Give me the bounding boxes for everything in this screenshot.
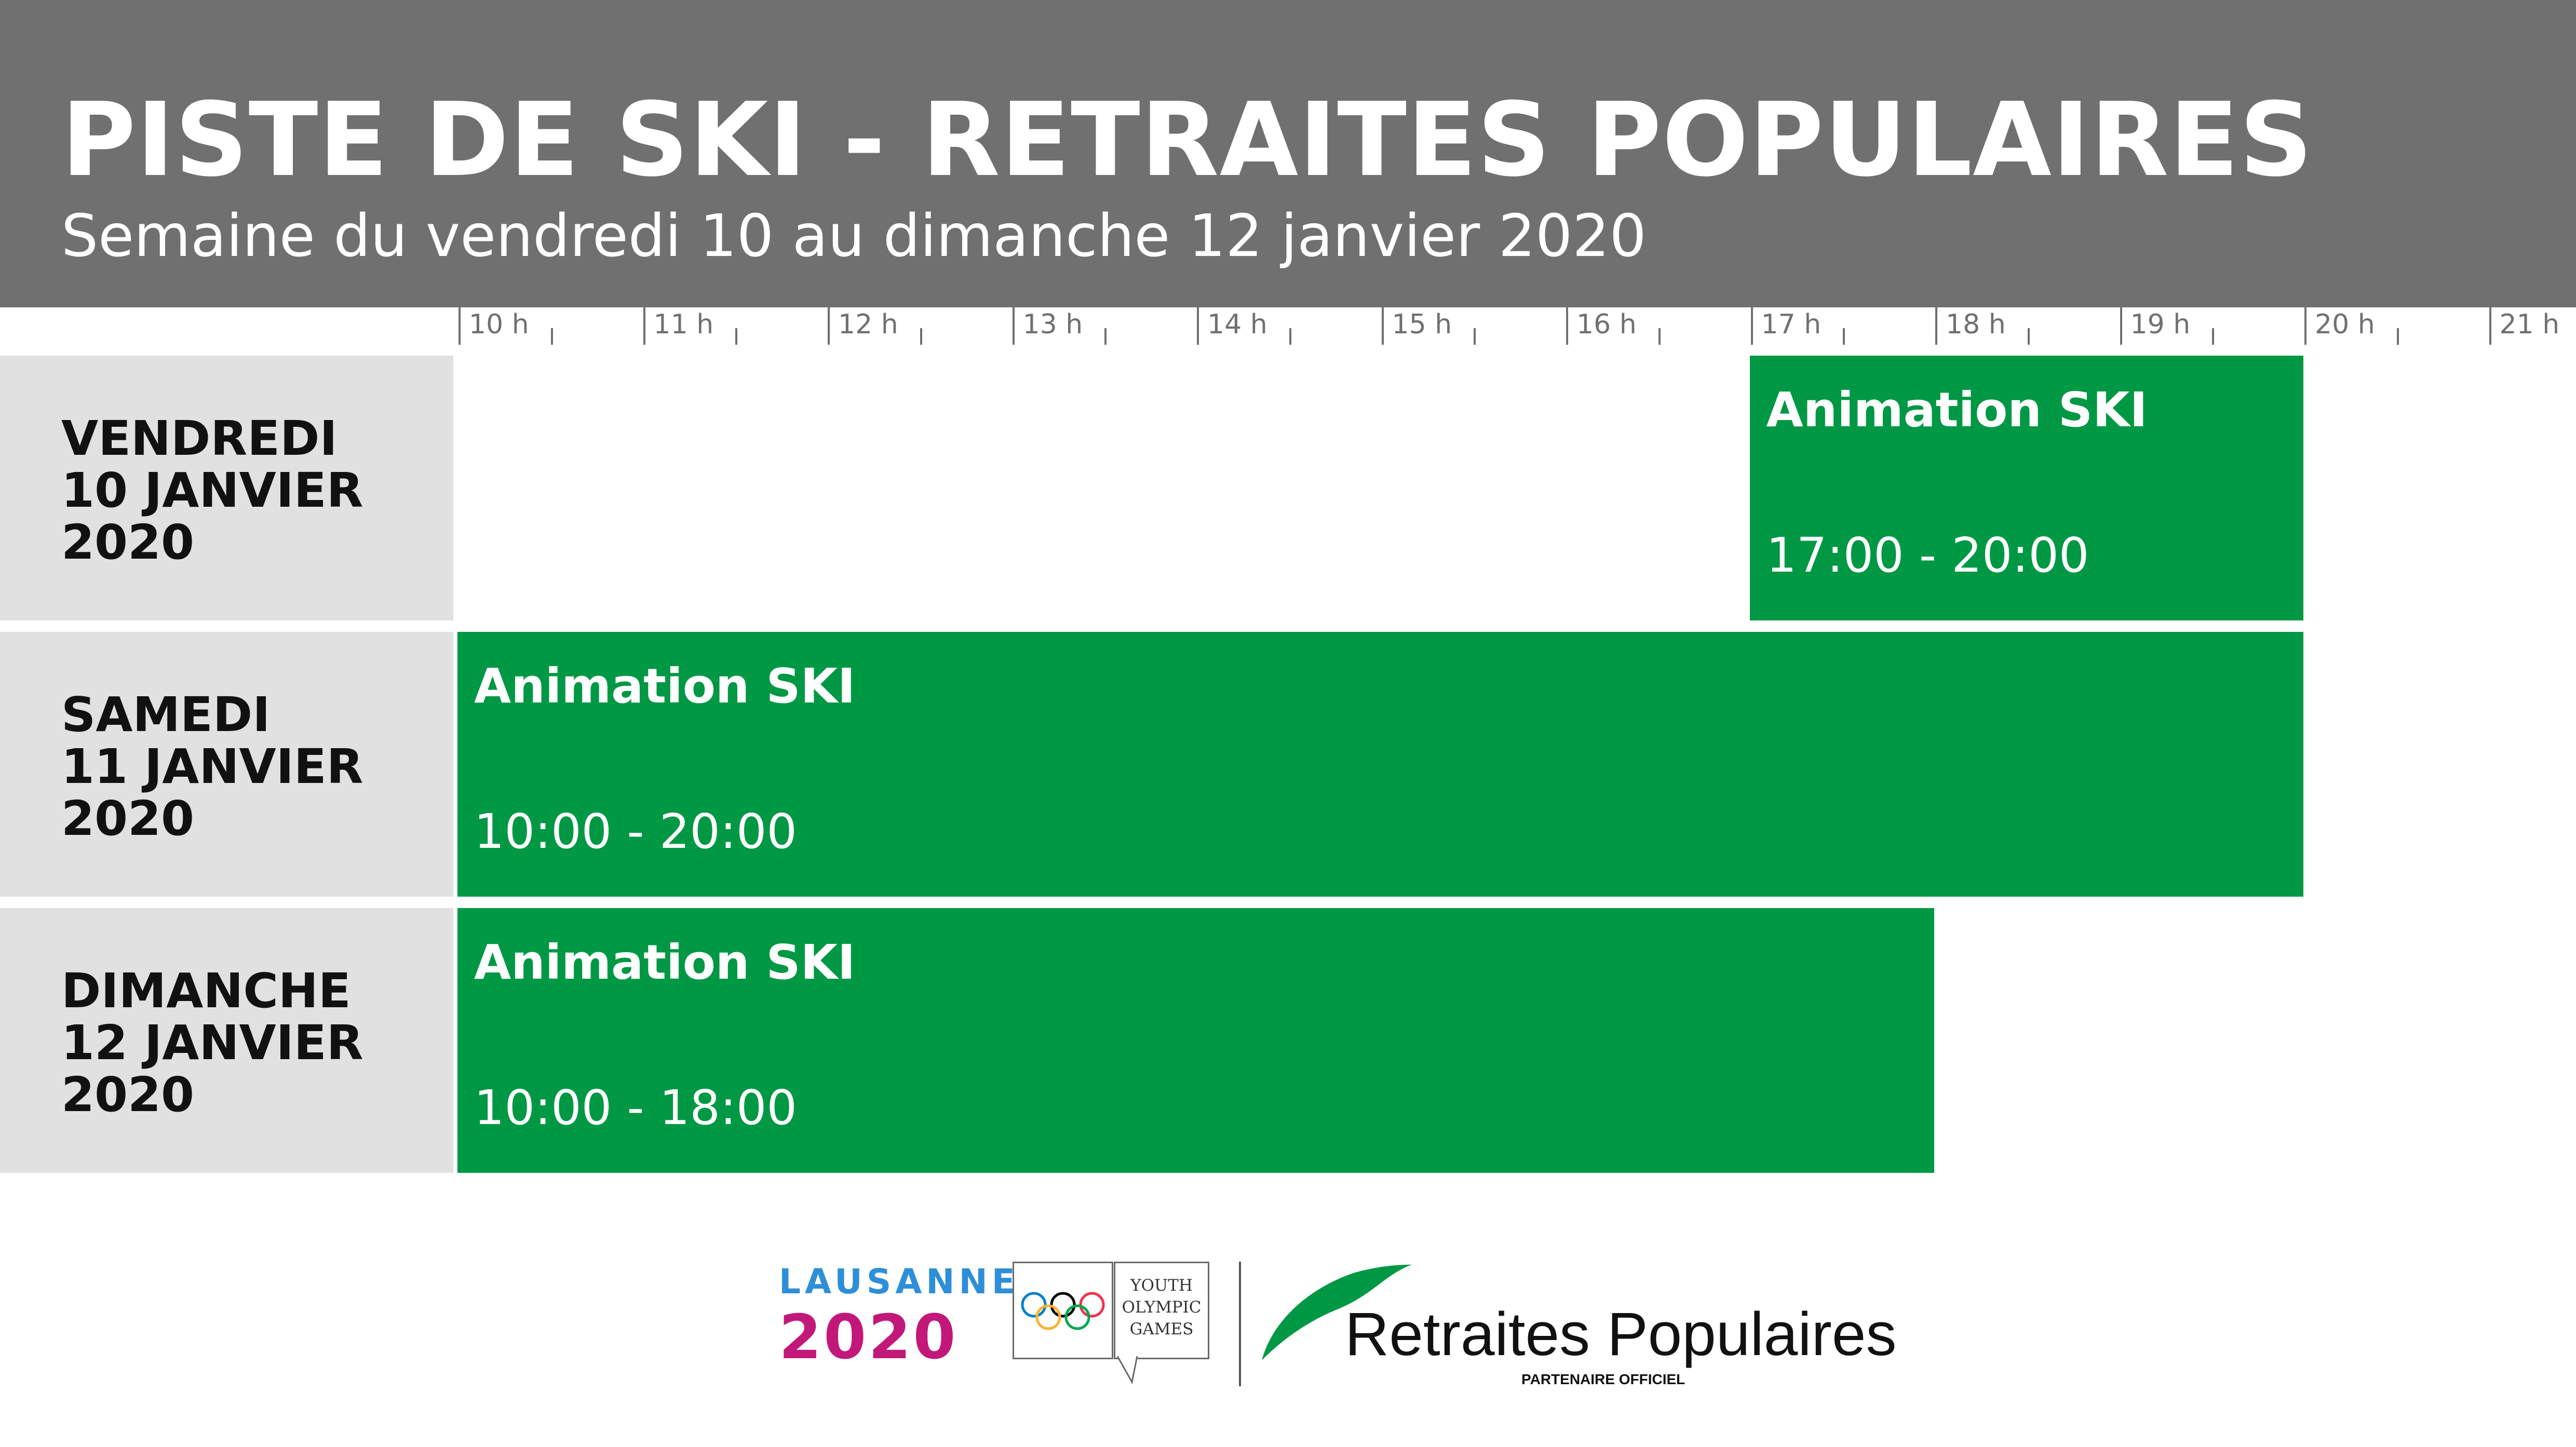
- day-label: DIMANCHE 12 JANVIER 2020: [0, 908, 453, 1173]
- day-label-line: DIMANCHE: [61, 963, 351, 1019]
- hour-tick: [1381, 307, 1384, 345]
- hour-tick: [2489, 307, 2491, 345]
- yog-line: YOUTH: [1130, 1276, 1193, 1295]
- half-hour-tick: [735, 328, 738, 345]
- day-row: SAMEDI 11 JANVIER 2020 Animation SKI 10:00 -…: [0, 632, 2576, 897]
- hour-tick: [1935, 307, 1937, 345]
- lausanne-logo-year: 2020: [779, 1301, 958, 1373]
- footer-logos: LAUSANNE 2020 YOUTH OLYMPIC GAMES Retrai…: [0, 1246, 2576, 1447]
- sponsor-tagline: PARTENAIRE OFFICIEL: [1521, 1371, 1685, 1387]
- event-time: 17:00 - 20:00: [1766, 528, 2089, 583]
- logo-divider: [1239, 1262, 1241, 1386]
- day-label-text: VENDREDI 10 JANVIER 2020: [61, 413, 363, 569]
- day-label-text: DIMANCHE 12 JANVIER 2020: [61, 965, 363, 1121]
- sponsor-name: Retraites Populaires: [1345, 1300, 1897, 1369]
- event-title: Animation SKI: [474, 658, 856, 714]
- day-label-line: 2020: [61, 515, 195, 570]
- half-hour-tick: [2212, 328, 2215, 345]
- youth-olympic-games-logo: YOUTH OLYMPIC GAMES: [1114, 1262, 1209, 1359]
- day-label-line: 10 JANVIER: [61, 463, 363, 518]
- hour-label: 11 h: [653, 309, 714, 340]
- hour-tick: [2120, 307, 2122, 345]
- hour-tick: [1566, 307, 1568, 345]
- half-hour-tick: [1104, 328, 1107, 345]
- event-block[interactable]: Animation SKI 10:00 - 20:00: [457, 632, 2303, 897]
- hour-label: 13 h: [1022, 309, 1083, 340]
- day-row: DIMANCHE 12 JANVIER 2020 Animation SKI 10:00…: [0, 908, 2576, 1173]
- hour-timeline: 10 h 11 h 12 h 13 h 14 h 15 h 16 h 17 h 18 h 19 h…: [0, 307, 2576, 349]
- event-block[interactable]: Animation SKI 10:00 - 18:00: [457, 908, 1934, 1173]
- event-title: Animation SKI: [474, 935, 856, 990]
- hour-tick: [1750, 307, 1753, 345]
- hour-label: 15 h: [1392, 309, 1452, 340]
- hour-tick: [2304, 307, 2307, 345]
- header-banner: PISTE DE SKI - RETRAITES POPULAIRES Sema…: [0, 0, 2576, 307]
- day-label-text: SAMEDI 11 JANVIER 2020: [61, 689, 363, 845]
- leaf-icon: [1262, 1260, 1418, 1360]
- yog-line: GAMES: [1129, 1320, 1194, 1338]
- hour-tick: [458, 307, 461, 345]
- hour-label: 17 h: [1761, 309, 1822, 340]
- half-hour-tick: [1658, 328, 1661, 345]
- hour-tick: [828, 307, 830, 345]
- olympic-rings-logo: [1013, 1262, 1113, 1359]
- day-row: VENDREDI 10 JANVIER 2020 Animation SKI 17:00…: [0, 356, 2576, 620]
- hour-label: 20 h: [2315, 309, 2375, 340]
- lausanne-logo-word: LAUSANNE: [779, 1262, 1019, 1302]
- hour-label: 14 h: [1207, 309, 1267, 340]
- half-hour-tick: [2027, 328, 2030, 345]
- hour-tick: [1197, 307, 1199, 345]
- day-label-line: 2020: [61, 1067, 195, 1123]
- day-label-line: 11 JANVIER: [61, 739, 363, 794]
- day-label: SAMEDI 11 JANVIER 2020: [0, 632, 453, 897]
- half-hour-tick: [1289, 328, 1291, 345]
- youth-olympic-games-text: YOUTH OLYMPIC GAMES: [1115, 1275, 1208, 1340]
- speech-bubble-tail-icon: [1116, 1356, 1138, 1385]
- hour-label: 12 h: [838, 309, 898, 340]
- event-title: Animation SKI: [1766, 382, 2148, 438]
- half-hour-tick: [1474, 328, 1476, 345]
- yog-line: OLYMPIC: [1122, 1298, 1202, 1317]
- hour-label: 21 h: [2499, 309, 2560, 340]
- event-time: 10:00 - 20:00: [474, 804, 797, 859]
- day-label-line: VENDREDI: [61, 411, 338, 466]
- page-title: PISTE DE SKI - RETRAITES POPULAIRES: [61, 81, 2313, 199]
- day-label-line: 12 JANVIER: [61, 1015, 363, 1071]
- hour-label: 10 h: [469, 309, 529, 340]
- day-label-line: 2020: [61, 791, 195, 846]
- hour-tick: [643, 307, 645, 345]
- half-hour-tick: [2396, 328, 2399, 345]
- hour-label: 18 h: [1946, 309, 2006, 340]
- page-subtitle: Semaine du vendredi 10 au dimanche 12 ja…: [61, 202, 1647, 270]
- day-label: VENDREDI 10 JANVIER 2020: [0, 356, 453, 620]
- day-label-line: SAMEDI: [61, 687, 271, 742]
- half-hour-tick: [920, 328, 922, 345]
- event-block[interactable]: Animation SKI 17:00 - 20:00: [1749, 356, 2303, 620]
- half-hour-tick: [550, 328, 553, 345]
- hour-tick: [1012, 307, 1015, 345]
- olympic-rings-icon: [1021, 1292, 1105, 1330]
- half-hour-tick: [1843, 328, 1845, 345]
- event-time: 10:00 - 18:00: [474, 1080, 797, 1135]
- hour-label: 19 h: [2130, 309, 2191, 340]
- hour-label: 16 h: [1576, 309, 1637, 340]
